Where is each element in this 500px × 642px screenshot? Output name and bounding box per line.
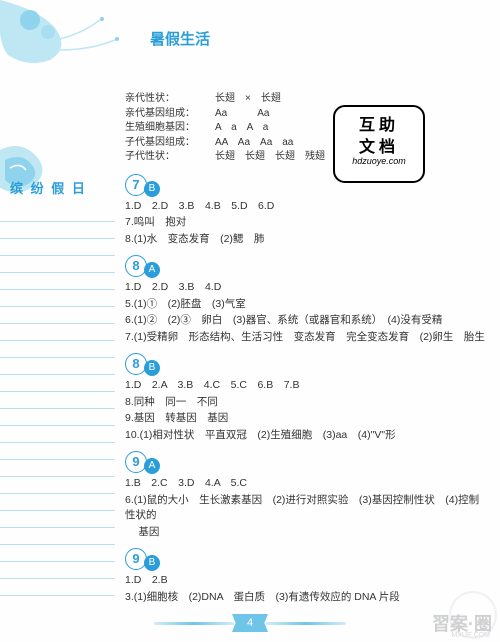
gen-label: 亲代性状： <box>125 92 215 107</box>
answer-line: 1.D 2.A 3.B 4.C 5.C 6.B 7.B <box>125 378 485 394</box>
gen-val: 长翅 长翅 长翅 残翅 <box>215 150 325 165</box>
day-badge: 9A <box>125 450 485 474</box>
answer-line: 7.(1)受精卵 形态结构、生活习性 变态发育 完全变态发育 (2)卵生 胎生 <box>125 330 485 346</box>
gen-label: 生殖细胞基因： <box>125 121 215 136</box>
stamp-url: hdzuoye.com <box>335 156 423 166</box>
answer-line: 8.(1)水 变态发育 (2)鳃 肺 <box>125 232 485 248</box>
answer-line: 1.D 2.D 3.B 4.D <box>125 280 485 296</box>
gen-val: A a A a <box>215 121 268 136</box>
answer-line: 10.(1)相对性状 平直双冠 (2)生殖细胞 (3)aa (4)"V"形 <box>125 428 485 444</box>
answer-line: 6.(1)② (2)③ 卵白 (3)器官、系统（或器官和系统） (4)没有受精 <box>125 313 485 329</box>
main-content: 亲代性状：长翅 × 长翅 亲代基因组成：Aa Aa 生殖细胞基因：A a A a… <box>125 92 485 606</box>
sidebar-label: 缤 纷 假 日 <box>10 178 87 197</box>
watermark-url: MXUE.COM <box>452 632 491 639</box>
day-section: A <box>144 458 160 474</box>
answer-line: 3.(1)细胞核 (2)DNA 蛋白质 (3)有遗传效应的 DNA 片段 <box>125 590 485 606</box>
day-section: B <box>144 360 160 376</box>
day-number: 9 <box>125 548 147 570</box>
watermark-stamp: 互助 文档 hdzuoye.com <box>333 105 425 183</box>
page-number: 4 <box>232 614 268 632</box>
page-number-ribbon: 4 <box>154 614 346 632</box>
day-section: B <box>144 555 160 571</box>
answer-line: 1.D 2.B <box>125 573 485 589</box>
answer-line: 9.基因 转基因 基因 <box>125 411 485 427</box>
gen-label: 子代性状： <box>125 150 215 165</box>
answer-line: 1.B 2.C 3.D 4.A 5.C <box>125 476 485 492</box>
day-badge: 8A <box>125 254 485 278</box>
answer-line: 基因 <box>125 525 485 541</box>
notebook-lines <box>0 205 115 596</box>
day-badge: 7B <box>125 173 485 197</box>
answer-line: 7.鸣叫 抱对 <box>125 215 485 231</box>
gen-label: 亲代基因组成： <box>125 107 215 122</box>
answer-line: 5.(1)① (2)胚盘 (3)气室 <box>125 297 485 313</box>
stamp-line2: 文档 <box>335 133 423 157</box>
day-badge: 8B <box>125 352 485 376</box>
answer-line: 8.同种 同一 不同 <box>125 395 485 411</box>
gen-val: AA Aa Aa aa <box>215 136 293 151</box>
stamp-line1: 互助 <box>335 111 423 135</box>
corner-flower-decoration <box>0 0 130 70</box>
page-title: 暑假生活 <box>150 28 210 49</box>
answer-line: 6.(1)鼠的大小 生长激素基因 (2)进行对照实验 (3)基因控制性状 (4)… <box>125 493 485 525</box>
day-number: 8 <box>125 353 147 375</box>
gen-label: 子代基因组成： <box>125 136 215 151</box>
day-number: 8 <box>125 255 147 277</box>
day-section: B <box>144 181 160 197</box>
day-number: 9 <box>125 451 147 473</box>
day-badge: 9B <box>125 547 485 571</box>
gen-val: 长翅 × 长翅 <box>215 92 281 107</box>
gen-val: Aa Aa <box>215 107 269 122</box>
answer-line: 1.D 2.D 3.B 4.B 5.D 6.D <box>125 199 485 215</box>
day-section: A <box>144 262 160 278</box>
genetics-diagram: 亲代性状：长翅 × 长翅 亲代基因组成：Aa Aa 生殖细胞基因：A a A a… <box>125 92 485 165</box>
